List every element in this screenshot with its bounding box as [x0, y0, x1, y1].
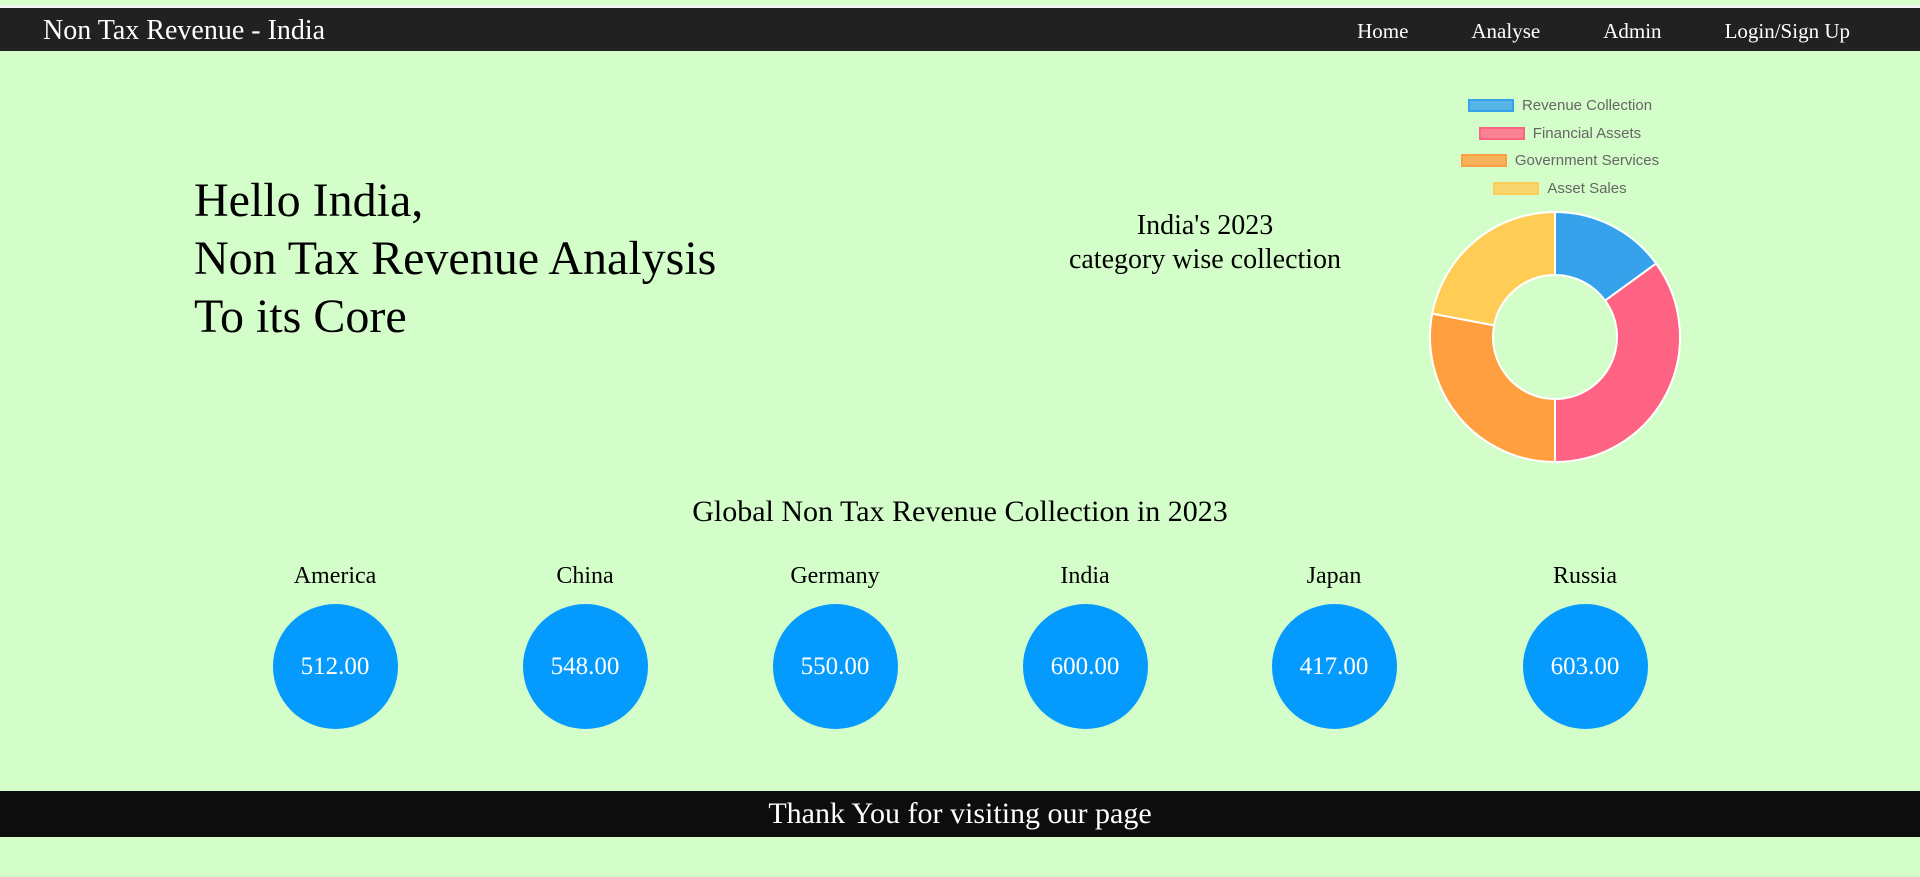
country-name: China — [556, 563, 614, 589]
country-name: America — [293, 563, 377, 589]
donut-chart — [1429, 210, 1681, 464]
hero-line-3: To its Core — [194, 290, 407, 343]
chart-caption-line-1: India's 2023 — [1136, 210, 1274, 241]
legend-label: Revenue Collection — [1521, 97, 1653, 115]
hero-line-1: Hello India, — [194, 174, 424, 227]
country-name: Japan — [1306, 563, 1362, 589]
brand-title[interactable]: Non Tax Revenue - India — [43, 15, 326, 46]
country-name: Germany — [790, 563, 880, 589]
nav-analyse-link[interactable]: Analyse — [1471, 19, 1541, 43]
country-value-circle: 548.00 — [522, 604, 648, 729]
country-card-india: India 600.00 — [985, 560, 1185, 729]
legend-item-asset-sales[interactable]: Asset Sales — [1380, 175, 1740, 203]
legend-swatch — [1467, 99, 1514, 113]
country-value-circle: 603.00 — [1522, 604, 1648, 729]
country-card-japan: Japan 417.00 — [1234, 560, 1434, 729]
legend-label: Asset Sales — [1547, 179, 1627, 197]
country-card-china: China 548.00 — [485, 560, 685, 729]
country-name: Russia — [1552, 563, 1617, 589]
legend-swatch — [1460, 154, 1507, 168]
global-section-title: Global Non Tax Revenue Collection in 202… — [692, 495, 1228, 528]
footer-banner: Thank You for visiting our page — [0, 791, 1920, 837]
hero-line-2: Non Tax Revenue Analysis — [194, 232, 717, 285]
country-value-circle: 417.00 — [1271, 604, 1397, 729]
legend-label: Government Services — [1514, 152, 1660, 170]
country-card-america: America 512.00 — [235, 560, 435, 729]
chart-legend: Revenue Collection Financial Assets Gove… — [1380, 92, 1740, 202]
country-value-circle: 600.00 — [1022, 604, 1148, 729]
country-card-russia: Russia 603.00 — [1485, 560, 1685, 729]
country-name: India — [1060, 563, 1110, 589]
nav-home-link[interactable]: Home — [1357, 19, 1409, 43]
country-card-germany: Germany 550.00 — [735, 560, 935, 729]
legend-item-revenue-collection[interactable]: Revenue Collection — [1380, 92, 1740, 120]
nav-links: Home Analyse Admin Login/Sign Up — [1357, 19, 1850, 44]
nav-admin-link[interactable]: Admin — [1603, 19, 1662, 43]
legend-label: Financial Assets — [1532, 124, 1642, 142]
legend-item-financial-assets[interactable]: Financial Assets — [1380, 120, 1740, 148]
legend-swatch — [1478, 126, 1525, 140]
country-value-circle: 550.00 — [772, 604, 898, 729]
country-value-circle: 512.00 — [272, 604, 398, 729]
hero-heading: Hello India, Non Tax Revenue Analysis To… — [194, 172, 716, 346]
chart-caption: India's 2023 category wise collection — [1000, 209, 1410, 277]
nav-login-signup-link[interactable]: Login/Sign Up — [1724, 19, 1850, 43]
legend-item-government-services[interactable]: Government Services — [1380, 147, 1740, 175]
donut-slice-government-services[interactable] — [1429, 312, 1556, 464]
legend-swatch — [1493, 181, 1540, 195]
donut-slice-asset-sales[interactable] — [1431, 210, 1556, 327]
chart-caption-line-2: category wise collection — [1068, 244, 1342, 275]
navbar: Non Tax Revenue - India Home Analyse Adm… — [0, 5, 1920, 51]
donut-slice-financial-assets[interactable] — [1554, 262, 1681, 464]
